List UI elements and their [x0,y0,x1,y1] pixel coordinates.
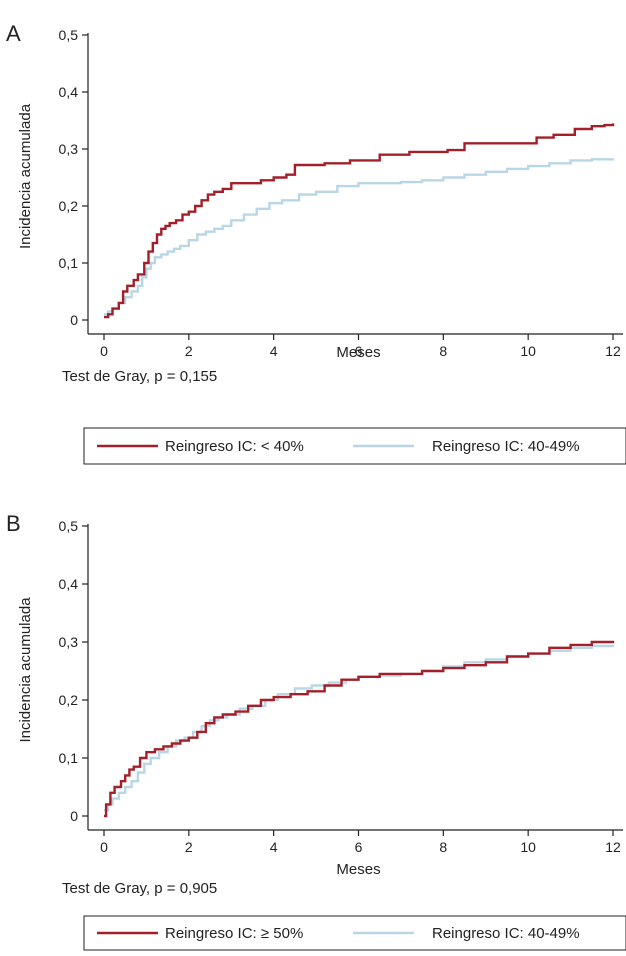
y-tick-label: 0,5 [59,518,79,534]
y-tick-label: 0,2 [59,692,79,708]
gray-test-note: Test de Gray, p = 0,155 [62,368,217,385]
x-tick-label: 8 [439,839,447,855]
y-tick-label: 0,3 [59,634,79,650]
panel-a: A 0 0,1 0,2 0,3 0,4 0,5 0 2 4 6 8 10 12 Meses Incidenc… [6,21,626,465]
x-tick-label: 6 [355,839,363,855]
x-tick-label: 4 [270,343,278,359]
plot-area: 0 0,1 0,2 0,3 0,4 0,5 0 2 4 6 8 10 12 Meses Incidencia… [17,518,623,878]
y-tick-label: 0 [70,808,78,824]
x-axis-title: Meses [336,861,380,878]
panel-letter: A [6,21,21,46]
gray-test-note: Test de Gray, p = 0,905 [62,880,217,897]
x-axis-title: Meses [336,344,380,361]
x-tick-label: 2 [185,839,193,855]
legend-label: Reingreso IC: ≥ 50% [165,925,303,942]
x-tick-label: 2 [185,343,193,359]
x-tick-label: 12 [605,839,621,855]
legend: Reingreso IC: ≥ 50% Reingreso IC: 40-49% [83,915,626,951]
y-axis-title: Incidencia acumulada [17,103,34,249]
series-line-secondary [104,158,615,316]
plot-area: 0 0,1 0,2 0,3 0,4 0,5 0 2 4 6 8 10 12 Meses Incidencia… [17,27,623,361]
legend-label: Reingreso IC: 40-49% [432,925,580,942]
panel-letter: B [6,511,21,536]
y-tick-label: 0,2 [59,198,79,214]
x-tick-label: 10 [520,343,536,359]
x-tick-label: 4 [270,839,278,855]
x-tick-label: 0 [100,343,108,359]
x-tick-label: 10 [520,839,536,855]
x-tick-label: 6 [355,343,363,359]
series-line-primary [104,123,615,319]
series-line-secondary [104,644,615,812]
y-tick-label: 0,4 [59,84,79,100]
legend-label: Reingreso IC: < 40% [165,438,304,455]
series-line-primary [104,640,615,818]
y-tick-label: 0,4 [59,576,79,592]
legend-label: Reingreso IC: 40-49% [432,438,580,455]
y-axis-title: Incidencia acumulada [17,597,34,743]
x-tick-label: 8 [439,343,447,359]
x-tick-label: 0 [100,839,108,855]
y-tick-label: 0,3 [59,141,79,157]
panel-b: B 0 0,1 0,2 0,3 0,4 0,5 0 2 4 6 8 10 12 Meses Incidenc… [6,511,626,951]
legend: Reingreso IC: < 40% Reingreso IC: 40-49% [83,427,626,465]
y-tick-label: 0 [70,312,78,328]
y-tick-label: 0,5 [59,27,79,43]
y-tick-label: 0,1 [59,255,79,271]
x-tick-label: 12 [605,343,621,359]
y-tick-label: 0,1 [59,750,79,766]
